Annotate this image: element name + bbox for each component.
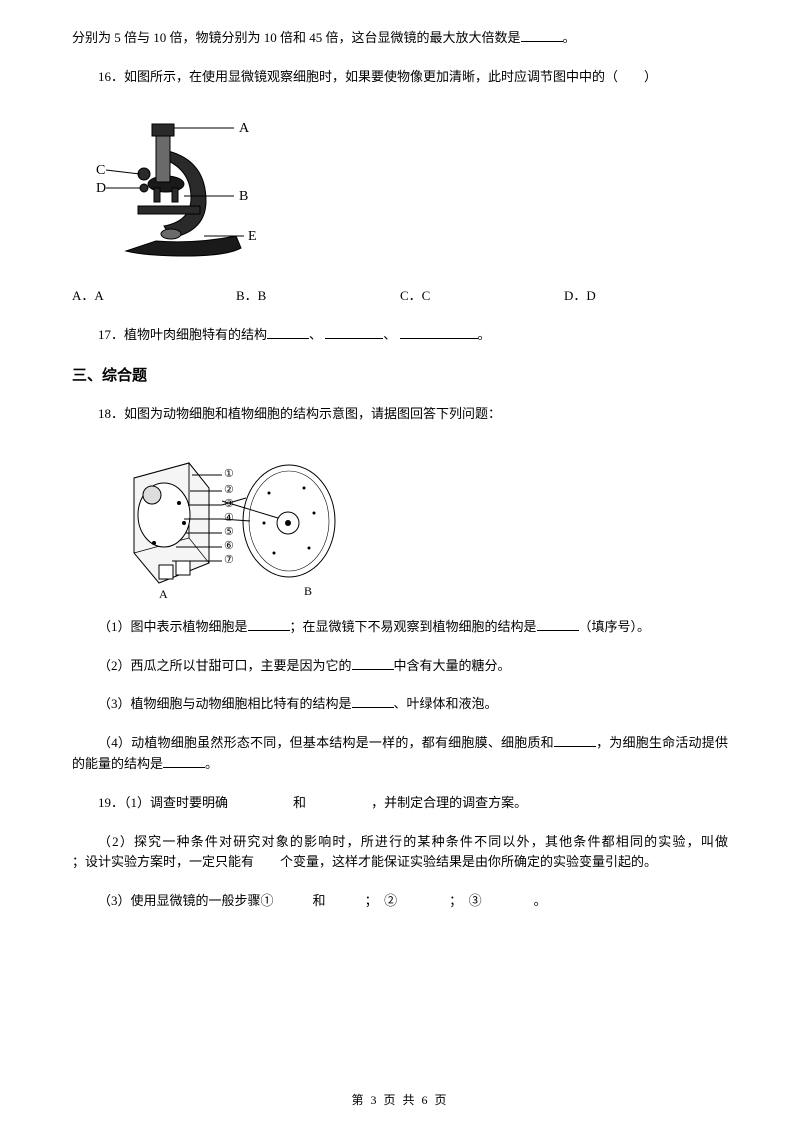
q19-p2: （2）探究一种条件对研究对象的影响时，所进行的某种条件不同以外，其他条件都相同的… — [72, 832, 728, 874]
q17: 17．植物叶肉细胞特有的结构 、 、 。 — [72, 325, 728, 346]
cell-label-6: ⑥ — [224, 540, 234, 552]
t: 19．（1）调查时要明确 — [98, 795, 228, 810]
q17-text: 17．植物叶肉细胞特有的结构 — [98, 327, 267, 342]
t: ；设计实验方案时，一定只能有 个变量，这样才能保证实验结果是由你所确定的实验变量… — [72, 854, 657, 869]
blank[interactable] — [400, 325, 478, 339]
section-3-title: 三、综合题 — [72, 364, 728, 388]
blank[interactable] — [325, 325, 383, 339]
q18-p2: （2）西瓜之所以甘甜可口，主要是因为它的 中含有大量的糖分。 — [72, 656, 728, 677]
blank[interactable] — [554, 733, 596, 747]
cell-label-2: ② — [224, 484, 234, 496]
t: 中含有大量的糖分。 — [394, 658, 511, 673]
cell-label-B: B — [304, 584, 312, 598]
t: 和 — [313, 893, 326, 908]
cell-label-3: ③ — [224, 498, 234, 510]
label-B: B — [239, 189, 248, 204]
t: （2）探究一种条件对研究对象的影响时，所进行的某种条件不同以外，其他条件都相同的… — [98, 834, 728, 849]
t: （3）使用显微镜的一般步骤① — [98, 893, 274, 908]
q15-end: 。 — [563, 30, 576, 45]
t: ； ② — [365, 893, 398, 908]
blank[interactable] — [248, 617, 290, 631]
t: ； ③ — [449, 893, 482, 908]
cell-label-4: ④ — [224, 512, 234, 524]
blank[interactable] — [267, 325, 309, 339]
q16-options: A．A B．B C．C D．D — [72, 286, 728, 307]
cell-label-A: A — [159, 587, 168, 601]
cell-label-5: ⑤ — [224, 526, 234, 538]
t: （4）动植物细胞虽然形态不同，但基本结构是一样的，都有细胞膜、细胞质和 — [98, 735, 554, 750]
q15-text: 分别为 5 倍与 10 倍，物镜分别为 10 倍和 45 倍，这台显微镜的最大放… — [72, 30, 521, 45]
q16-opt-c[interactable]: C．C — [400, 286, 564, 307]
q18-p4: （4）动植物细胞虽然形态不同，但基本结构是一样的，都有细胞膜、细胞质和，为细胞生… — [72, 733, 728, 775]
sep: 、 — [309, 327, 322, 342]
t: 。 — [534, 893, 547, 908]
label-A: A — [239, 121, 250, 136]
q16-opt-a[interactable]: A．A — [72, 286, 236, 307]
blank[interactable] — [352, 656, 394, 670]
q19-p1: 19．（1）调查时要明确 和 ，并制定合理的调查方案。 — [72, 793, 728, 814]
label-C: C — [96, 163, 105, 178]
t: （3）植物细胞与动物细胞相比特有的结构是 — [98, 696, 352, 711]
page-footer: 第 3 页 共 6 页 — [0, 1091, 800, 1110]
t: 。 — [205, 756, 218, 771]
blank[interactable] — [352, 694, 394, 708]
label-E: E — [248, 229, 257, 244]
blank[interactable] — [521, 28, 563, 42]
end: 。 — [478, 327, 491, 342]
blank[interactable] — [163, 754, 205, 768]
t: （2）西瓜之所以甘甜可口，主要是因为它的 — [98, 658, 352, 673]
label-D: D — [96, 181, 106, 196]
blank[interactable] — [537, 617, 579, 631]
cell-label-1: ① — [224, 468, 234, 480]
t: ，并制定合理的调查方案。 — [371, 795, 527, 810]
t: 和 — [293, 795, 306, 810]
q16-text: 16．如图所示，在使用显微镜观察细胞时，如果要使物像更加清晰，此时应调节图中中的… — [72, 67, 728, 88]
t: （1）图中表示植物细胞是 — [98, 619, 248, 634]
q16-opt-d[interactable]: D．D — [564, 286, 728, 307]
sep: 、 — [383, 327, 396, 342]
microscope-figure: A B C D E — [96, 106, 728, 273]
t: ；在显微镜下不易观察到植物细胞的结构是 — [290, 619, 537, 634]
t: 、叶绿体和液泡。 — [394, 696, 498, 711]
t: （填序号）。 — [579, 619, 651, 634]
cell-diagram-svg: A B ① ② ③ ④ ⑤ ⑥ ⑦ — [104, 443, 344, 603]
q16-opt-b[interactable]: B．B — [236, 286, 400, 307]
cell-diagram-figure: A B ① ② ③ ④ ⑤ ⑥ ⑦ — [104, 443, 344, 603]
q15-tail: 分别为 5 倍与 10 倍，物镜分别为 10 倍和 45 倍，这台显微镜的最大放… — [72, 28, 728, 49]
q18-p1: （1）图中表示植物细胞是 ；在显微镜下不易观察到植物细胞的结构是 （填序号）。 — [72, 617, 728, 638]
q18-p3: （3）植物细胞与动物细胞相比特有的结构是 、叶绿体和液泡。 — [72, 694, 728, 715]
cell-label-7: ⑦ — [224, 554, 234, 566]
q19-p3: （3）使用显微镜的一般步骤① 和 ； ② ； ③ 。 — [72, 891, 728, 912]
microscope-svg: A B C D E — [96, 106, 276, 266]
q18-intro: 18．如图为动物细胞和植物细胞的结构示意图，请据图回答下列问题： — [72, 404, 728, 425]
